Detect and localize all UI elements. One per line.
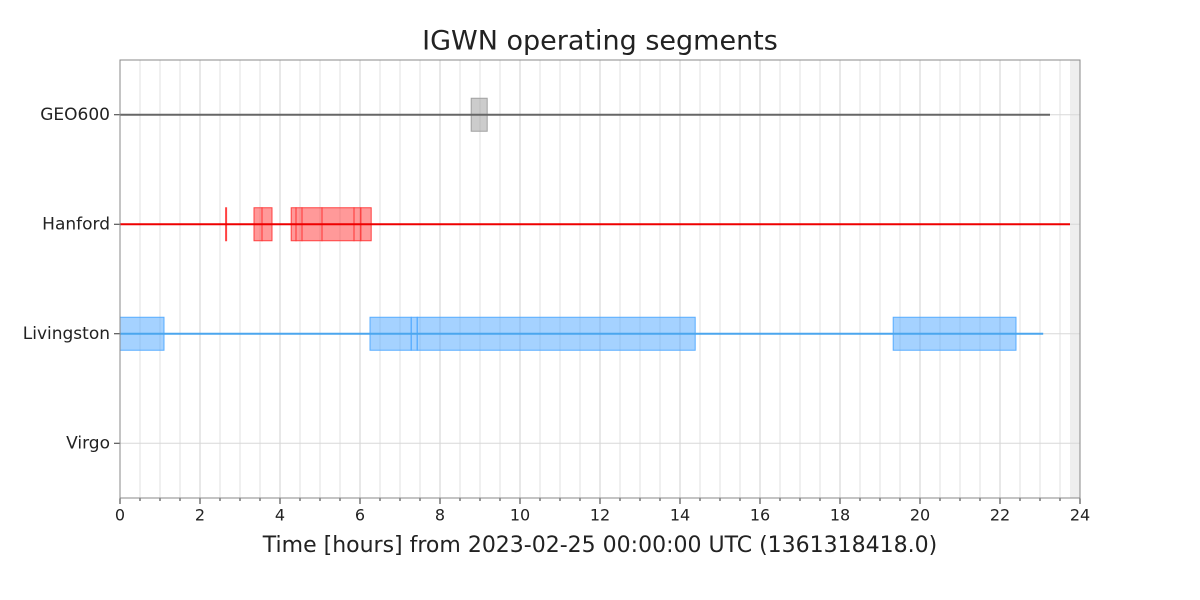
x-tick-label: 0: [115, 506, 125, 525]
x-tick-label: 18: [830, 506, 850, 525]
x-tick-label: 6: [355, 506, 365, 525]
x-tick-label: 12: [590, 506, 610, 525]
x-tick-label: 8: [435, 506, 445, 525]
x-tick-label: 16: [750, 506, 770, 525]
x-tick-label: 24: [1070, 506, 1090, 525]
x-tick-label: 4: [275, 506, 285, 525]
y-tick-label: Livingston: [23, 324, 110, 344]
shaded-region: [1070, 60, 1080, 498]
x-axis-label: Time [hours] from 2023-02-25 00:00:00 UT…: [262, 533, 937, 558]
x-tick-label: 2: [195, 506, 205, 525]
x-tick-label: 14: [670, 506, 690, 525]
chart-title: IGWN operating segments: [422, 26, 778, 57]
x-tick-label: 20: [910, 506, 930, 525]
plot-frame: [119, 59, 1081, 499]
y-tick-label: GEO600: [40, 105, 110, 125]
y-tick-label: Virgo: [66, 433, 110, 453]
x-tick-label: 10: [510, 506, 530, 525]
x-tick-label: 22: [990, 506, 1010, 525]
y-tick-label: Hanford: [42, 214, 110, 234]
